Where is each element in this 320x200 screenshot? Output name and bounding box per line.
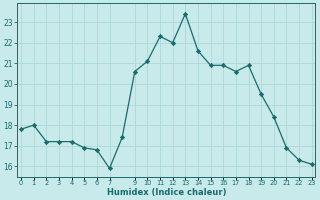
X-axis label: Humidex (Indice chaleur): Humidex (Indice chaleur) <box>107 188 226 197</box>
